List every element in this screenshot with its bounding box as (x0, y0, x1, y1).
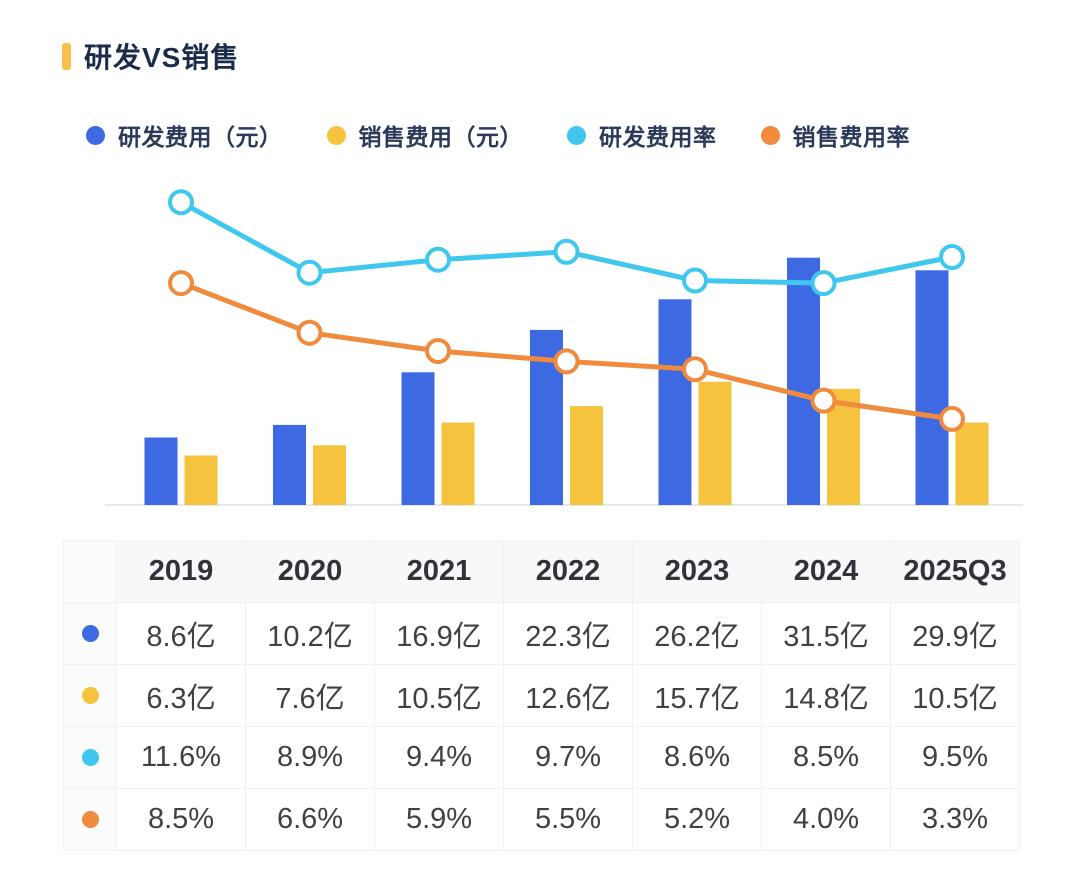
bar-销售费用（元）-2025Q3 (955, 422, 989, 505)
series-dot-icon (81, 687, 99, 704)
cell-销售费用率-2022: 5.5% (503, 788, 633, 851)
cell-销售费用（元）-2023: 15.7亿 (632, 664, 762, 727)
bar-销售费用（元）-2019 (184, 455, 218, 505)
marker-销售费用率-2019 (168, 270, 194, 297)
cell-研发费用率-2020: 8.9% (245, 726, 375, 789)
cell-研发费用（元）-2020: 10.2亿 (245, 602, 375, 665)
table-row-研发费用率: 11.6% 8.9% 9.4% 9.7% 8.6% 8.5% 9.5% (63, 726, 1020, 789)
bar-销售费用（元）-2020 (313, 445, 346, 505)
bar-销售费用（元）-2023 (698, 381, 732, 505)
cell-销售费用（元）-2025Q3: 10.5亿 (890, 664, 1020, 727)
legend-label: 研发费用（元） (118, 124, 283, 150)
bar-研发费用（元）-2024 (787, 257, 820, 505)
legend-item-3[interactable]: 销售费用率 (760, 118, 911, 152)
table-header-2023: 2023 (632, 540, 762, 603)
cell-研发费用率-2024: 8.5% (761, 726, 891, 789)
cell-销售费用率-2023: 5.2% (632, 788, 762, 851)
table-row-研发费用（元）: 8.6亿 10.2亿 16.9亿 22.3亿 26.2亿 31.5亿 29.9亿 (63, 602, 1020, 665)
marker-研发费用率-2019 (168, 189, 194, 216)
table-header-2021: 2021 (374, 540, 504, 603)
cell-销售费用率-2021: 5.9% (374, 788, 504, 851)
table-row-销售费用率: 8.5% 6.6% 5.9% 5.5% 5.2% 4.0% 3.3% (63, 788, 1020, 851)
legend-label: 销售费用（元） (358, 124, 523, 150)
table-head: 2019 2020 2021 2022 2023 2024 2025Q3 (63, 540, 1020, 603)
cell-销售费用率-2024: 4.0% (761, 788, 891, 851)
marker-研发费用率-2021 (425, 246, 451, 273)
bar-研发费用（元）-2023 (658, 299, 692, 505)
series-dot-cell (63, 664, 117, 727)
table-header-dot-col (63, 540, 117, 603)
table-body: 8.6亿 10.2亿 16.9亿 22.3亿 26.2亿 31.5亿 29.9亿 6.3亿 7.… (63, 602, 1020, 851)
cell-销售费用（元）-2022: 12.6亿 (503, 664, 633, 727)
marker-销售费用率-2020 (296, 319, 323, 346)
page-title-row: 研发VS销售 (62, 36, 239, 76)
marker-研发费用率-2024 (810, 270, 837, 297)
bar-销售费用（元）-2022 (570, 406, 603, 505)
legend-item-0[interactable]: 研发费用（元） (86, 118, 283, 152)
cell-研发费用率-2021: 9.4% (374, 726, 504, 789)
table-header-2020: 2020 (245, 540, 375, 603)
cell-研发费用率-2023: 8.6% (632, 726, 762, 789)
bar-研发费用（元）-2021 (401, 372, 435, 505)
marker-销售费用率-2025Q3 (939, 405, 965, 432)
cell-销售费用率-2025Q3: 3.3% (890, 788, 1020, 851)
cell-研发费用率-2025Q3: 9.5% (890, 726, 1020, 789)
legend-label: 研发费用率 (599, 124, 717, 150)
marker-销售费用率-2023 (682, 356, 708, 383)
cell-销售费用（元）-2024: 14.8亿 (761, 664, 891, 727)
legend-dot-icon (326, 125, 346, 145)
series-dot-icon (81, 749, 99, 766)
cell-销售费用率-2020: 6.6% (245, 788, 375, 851)
cell-研发费用（元）-2021: 16.9亿 (374, 602, 504, 665)
table-header-2024: 2024 (761, 540, 891, 603)
marker-研发费用率-2023 (682, 267, 708, 294)
data-table: 2019 2020 2021 2022 2023 2024 2025Q3 8.6亿 10.2亿… (63, 540, 1020, 851)
legend-label: 销售费用率 (792, 124, 910, 150)
title-accent-bar-icon (62, 42, 71, 70)
marker-研发费用率-2020 (296, 259, 323, 286)
page-title: 研发VS销售 (84, 42, 240, 73)
legend-dot-icon (86, 125, 105, 145)
cell-销售费用（元）-2019: 6.3亿 (116, 664, 246, 727)
cell-研发费用率-2022: 9.7% (503, 726, 633, 789)
chart-legend: 研发费用（元） 销售费用（元） 研发费用率 销售费用率 (86, 118, 910, 152)
table-header-row: 2019 2020 2021 2022 2023 2024 2025Q3 (63, 540, 1020, 603)
marker-研发费用率-2025Q3 (939, 244, 965, 270)
legend-item-1[interactable]: 销售费用（元） (326, 118, 524, 152)
cell-研发费用（元）-2023: 26.2亿 (632, 602, 762, 665)
bar-研发费用（元）-2020 (273, 424, 306, 505)
series-dot-icon (81, 625, 99, 642)
combo-chart (105, 189, 1023, 506)
series-dot-cell (63, 602, 117, 665)
legend-dot-icon (567, 125, 586, 145)
legend-item-2[interactable]: 研发费用率 (567, 118, 717, 152)
table-header-2025Q3: 2025Q3 (890, 540, 1020, 603)
series-dot-cell (63, 788, 117, 851)
table-header-2019: 2019 (116, 540, 246, 603)
cell-研发费用（元）-2024: 31.5亿 (761, 602, 891, 665)
cell-研发费用（元）-2022: 22.3亿 (503, 602, 633, 665)
cell-研发费用（元）-2019: 8.6亿 (116, 602, 246, 665)
table-row-销售费用（元）: 6.3亿 7.6亿 10.5亿 12.6亿 15.7亿 14.8亿 10.5亿 (63, 664, 1020, 727)
table-header-2022: 2022 (503, 540, 633, 603)
marker-销售费用率-2022 (553, 348, 580, 375)
series-dot-icon (81, 811, 99, 828)
bar-研发费用（元）-2025Q3 (915, 270, 949, 505)
marker-销售费用率-2024 (810, 387, 837, 414)
cell-研发费用（元）-2025Q3: 29.9亿 (890, 602, 1020, 665)
series-dot-cell (63, 726, 117, 789)
cell-研发费用率-2019: 11.6% (116, 726, 246, 789)
cell-销售费用率-2019: 8.5% (116, 788, 246, 851)
legend-dot-icon (760, 125, 780, 145)
cell-销售费用（元）-2020: 7.6亿 (245, 664, 375, 727)
bar-销售费用（元）-2021 (441, 422, 475, 505)
marker-销售费用率-2021 (425, 338, 451, 364)
cell-销售费用（元）-2021: 10.5亿 (374, 664, 504, 727)
marker-研发费用率-2022 (553, 238, 580, 265)
bar-研发费用（元）-2019 (144, 437, 178, 505)
